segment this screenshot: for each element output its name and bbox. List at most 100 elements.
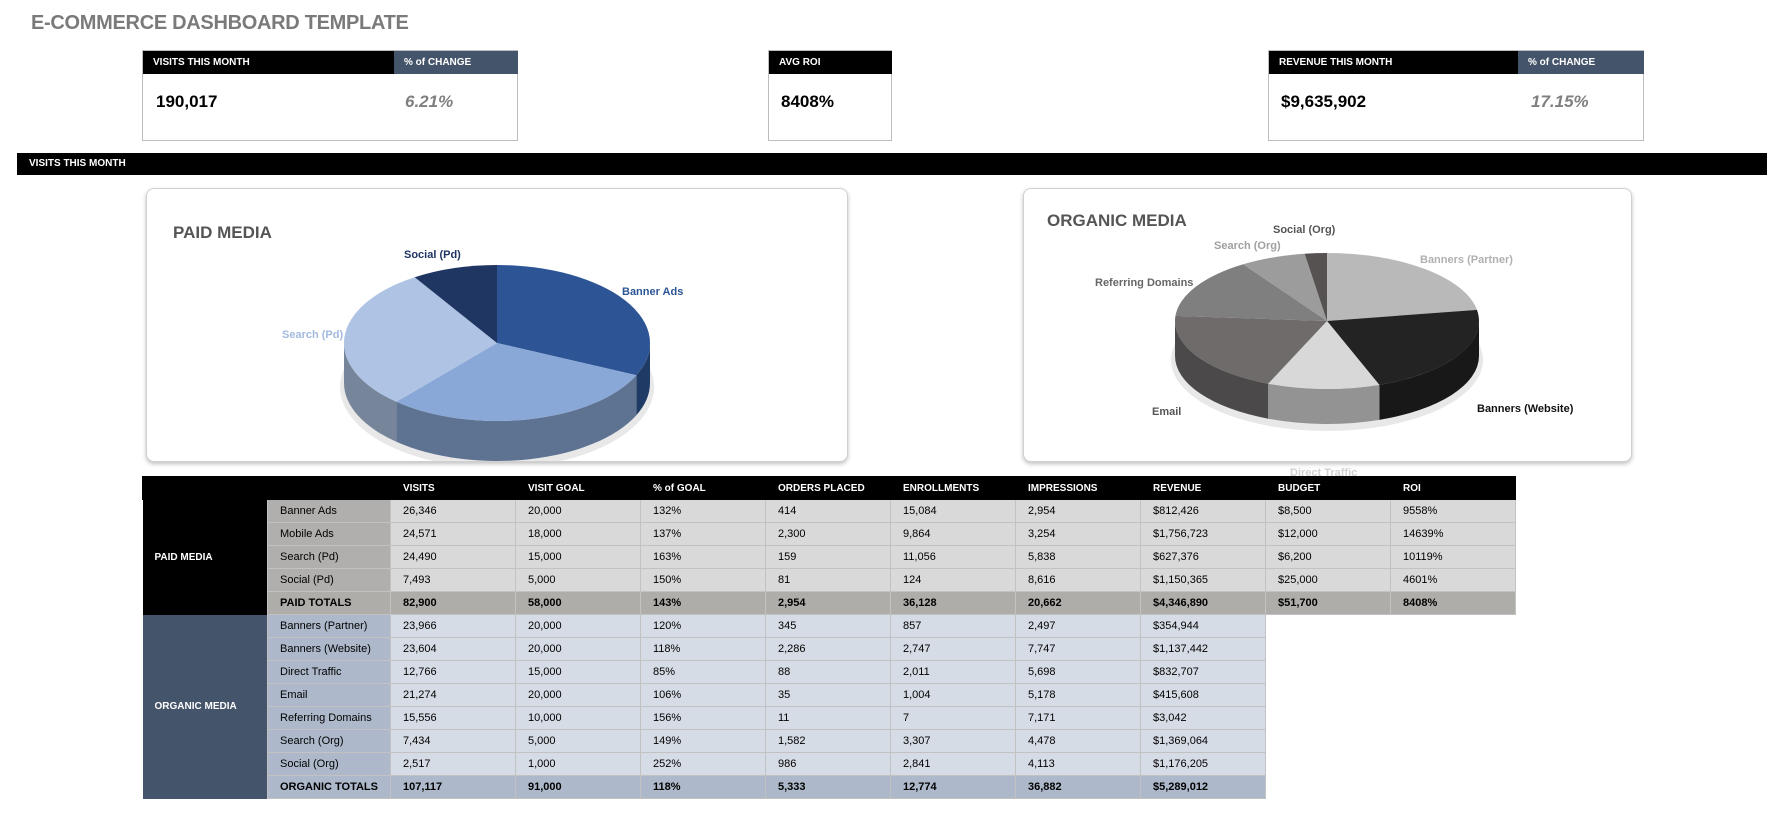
table-cell: 91,000 <box>515 775 641 799</box>
table-cell: 107,117 <box>390 775 516 799</box>
table-cell: $812,426 <box>1140 499 1266 523</box>
table-cell: 20,000 <box>515 637 641 661</box>
table-cell: 4,113 <box>1015 752 1141 776</box>
column-header: ROI <box>1390 476 1516 500</box>
table-cell: 159 <box>765 545 891 569</box>
table-cell: 23,966 <box>390 614 516 638</box>
row-label: Banners (Partner) <box>267 614 391 638</box>
table-cell: 7,171 <box>1015 706 1141 730</box>
table-cell: 137% <box>640 522 766 546</box>
table-cell: 7,434 <box>390 729 516 753</box>
table-cell: $3,042 <box>1140 706 1266 730</box>
table-cell: 414 <box>765 499 891 523</box>
table-cell: 4601% <box>1390 568 1516 592</box>
table-cell: 8,616 <box>1015 568 1141 592</box>
pie-svg <box>1171 253 1483 431</box>
pie-label: Email <box>1152 406 1182 418</box>
table-cell: 15,084 <box>890 499 1016 523</box>
row-label: Direct Traffic <box>267 660 391 684</box>
section-bar: VISITS THIS MONTH <box>17 153 1767 175</box>
row-label: Search (Org) <box>267 729 391 753</box>
table-cell: 20,000 <box>515 683 641 707</box>
table-cell: 345 <box>765 614 891 638</box>
table-cell: 5,838 <box>1015 545 1141 569</box>
column-header: VISIT GOAL <box>515 476 641 500</box>
table-cell: 1,582 <box>765 729 891 753</box>
row-label: Email <box>267 683 391 707</box>
table-cell: 81 <box>765 568 891 592</box>
kpi-revenue-change: 17.15% <box>1531 92 1589 111</box>
table-cell: $832,707 <box>1140 660 1266 684</box>
table-cell: $4,346,890 <box>1140 591 1266 615</box>
pie-slice <box>396 343 637 421</box>
table-cell: 7,747 <box>1015 637 1141 661</box>
table-cell: 18,000 <box>515 522 641 546</box>
table-row: PAID MEDIA Banner Ads 26,346 20,000 132% 414 1… <box>142 499 1516 615</box>
pie-label: Search (Org) <box>1214 240 1281 252</box>
table-cell: 1,000 <box>515 752 641 776</box>
table-row: Social (Org) 2,517 1,000 252% 986 2,841 4,113 $… <box>143 752 1516 776</box>
pie-slice <box>497 265 650 376</box>
table-cell: 2,497 <box>1015 614 1141 638</box>
table-cell: $1,150,365 <box>1140 568 1266 592</box>
table-cell: $415,608 <box>1140 683 1266 707</box>
table-cell: $1,176,205 <box>1140 752 1266 776</box>
table-cell: 2,286 <box>765 637 891 661</box>
table-cell: 156% <box>640 706 766 730</box>
table-cell: 118% <box>640 637 766 661</box>
pie-slice <box>1268 321 1380 390</box>
pie-label: Social (Pd) <box>404 249 461 261</box>
table-cell: 85% <box>640 660 766 684</box>
table-cell: $12,000 <box>1265 522 1391 546</box>
table-cell: 4,478 <box>1015 729 1141 753</box>
pie-slice-side <box>1175 321 1269 419</box>
table-cell: 2,747 <box>890 637 1016 661</box>
header-blank <box>142 476 391 500</box>
table-cell: $51,700 <box>1265 591 1391 615</box>
table-cell: 35 <box>765 683 891 707</box>
table-row: Email 21,274 20,000 106% 35 1,004 5,178 $415,60… <box>143 683 1516 707</box>
row-label: Mobile Ads <box>267 522 391 546</box>
pie-slice <box>1175 264 1327 321</box>
table-cell: 2,300 <box>765 522 891 546</box>
group-label: PAID MEDIA <box>142 499 268 615</box>
table-cell: 163% <box>640 545 766 569</box>
pie-label: Social (Org) <box>1273 224 1336 236</box>
pie-slice-side <box>1379 321 1479 420</box>
table-cell: 2,011 <box>890 660 1016 684</box>
table-row: Search (Pd) 24,490 15,000 163% 159 11,056 5,83… <box>143 545 1516 569</box>
pie-slice-side <box>396 375 637 461</box>
column-header: ORDERS PLACED <box>765 476 891 500</box>
table-cell: 20,000 <box>515 614 641 638</box>
table-cell: 36,882 <box>1015 775 1141 799</box>
table-cell: 143% <box>640 591 766 615</box>
table-cell: 8408% <box>1390 591 1516 615</box>
table-cell: 118% <box>640 775 766 799</box>
table-cell: 132% <box>640 499 766 523</box>
kpi-roi-card: AVG ROI 8408% <box>768 50 892 141</box>
table-cell: 3,254 <box>1015 522 1141 546</box>
kpi-roi-value: 8408% <box>781 92 834 111</box>
pie-slice <box>1174 315 1327 384</box>
table-cell: 5,000 <box>515 729 641 753</box>
table-cell: 12,774 <box>890 775 1016 799</box>
kpi-visits-value: 190,017 <box>156 92 218 111</box>
pie-slice <box>1327 309 1480 385</box>
row-label: PAID TOTALS <box>267 591 391 615</box>
kpi-revenue-card: REVENUE THIS MONTH % of CHANGE $9,635,90… <box>1268 50 1644 141</box>
pie-slice <box>343 277 497 402</box>
table-cell: 23,604 <box>390 637 516 661</box>
table-cell: 12,766 <box>390 660 516 684</box>
table-cell: 2,954 <box>1015 499 1141 523</box>
table-cell: 15,000 <box>515 660 641 684</box>
column-header: BUDGET <box>1265 476 1391 500</box>
table-row: Direct Traffic 12,766 15,000 85% 88 2,011 5,69… <box>143 660 1516 684</box>
table-cell: 5,178 <box>1015 683 1141 707</box>
row-label: Referring Domains <box>267 706 391 730</box>
table-cell: 20,662 <box>1015 591 1141 615</box>
table-header-row: VISITS VISIT GOAL% of GOAL ORDERS PLACED EN… <box>142 476 1516 500</box>
table-cell: 1,004 <box>890 683 1016 707</box>
table-total-row: ORGANIC TOTALS 107,117 91,000 118% 5,333 12,7… <box>143 775 1516 799</box>
table-cell: $354,944 <box>1140 614 1266 638</box>
table-row: Social (Pd) 7,493 5,000 150% 81 124 8,616 $1,15… <box>143 568 1516 592</box>
